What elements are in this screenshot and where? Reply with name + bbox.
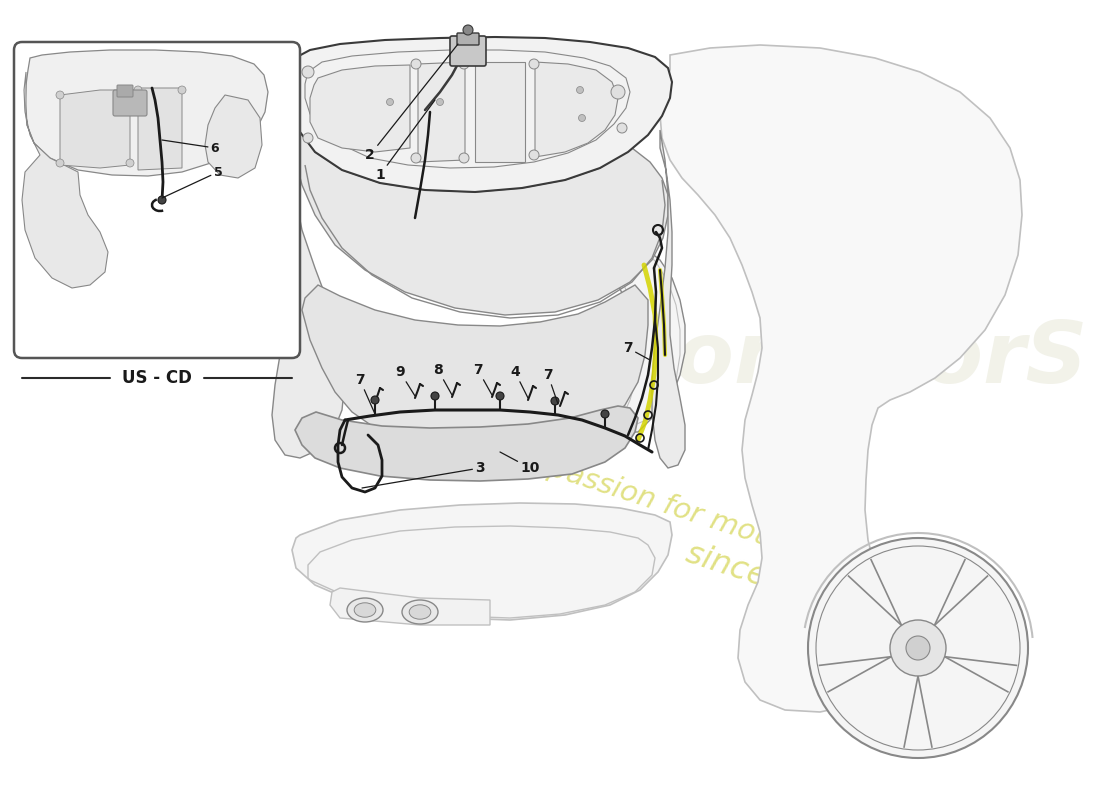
Polygon shape	[292, 132, 668, 315]
Circle shape	[411, 153, 421, 163]
Circle shape	[431, 392, 439, 400]
Text: 10: 10	[500, 452, 540, 475]
Polygon shape	[475, 62, 525, 162]
Circle shape	[437, 98, 443, 106]
Polygon shape	[660, 45, 1022, 712]
Polygon shape	[310, 65, 410, 152]
Polygon shape	[292, 503, 672, 620]
Text: EuromotorS: EuromotorS	[513, 318, 1088, 402]
Circle shape	[56, 159, 64, 167]
Ellipse shape	[354, 603, 376, 618]
Text: since 1985: since 1985	[682, 538, 858, 622]
Polygon shape	[418, 62, 465, 162]
Circle shape	[890, 620, 946, 676]
Circle shape	[529, 59, 539, 69]
Polygon shape	[295, 406, 638, 481]
Polygon shape	[610, 242, 685, 432]
Polygon shape	[60, 90, 130, 168]
Text: a passion for motoring: a passion for motoring	[519, 446, 842, 574]
Circle shape	[371, 396, 380, 404]
Circle shape	[463, 25, 473, 35]
Polygon shape	[290, 37, 672, 192]
Circle shape	[411, 59, 421, 69]
Polygon shape	[25, 50, 268, 176]
Polygon shape	[535, 62, 618, 157]
Circle shape	[134, 86, 142, 94]
Text: 2: 2	[365, 44, 458, 162]
Circle shape	[459, 59, 469, 69]
FancyBboxPatch shape	[450, 36, 486, 66]
Text: 1: 1	[375, 100, 434, 182]
Circle shape	[459, 153, 469, 163]
Ellipse shape	[409, 605, 431, 619]
Circle shape	[496, 392, 504, 400]
Text: 7: 7	[355, 373, 375, 414]
Circle shape	[906, 636, 930, 660]
Circle shape	[808, 538, 1028, 758]
Circle shape	[551, 397, 559, 405]
Text: 3: 3	[362, 461, 485, 488]
Circle shape	[302, 66, 313, 78]
Circle shape	[178, 86, 186, 94]
Circle shape	[601, 410, 609, 418]
Text: 4: 4	[510, 365, 528, 398]
Polygon shape	[22, 72, 108, 288]
Circle shape	[529, 150, 539, 160]
Text: 8: 8	[433, 363, 452, 395]
FancyBboxPatch shape	[117, 85, 133, 97]
Text: 7: 7	[624, 341, 650, 360]
Circle shape	[579, 114, 585, 122]
Circle shape	[576, 86, 583, 94]
Circle shape	[610, 85, 625, 99]
Text: 7: 7	[543, 368, 558, 404]
Ellipse shape	[346, 598, 383, 622]
Text: US - CD: US - CD	[122, 369, 191, 387]
Polygon shape	[652, 130, 685, 468]
Text: 6: 6	[162, 140, 219, 154]
Text: 5: 5	[162, 166, 222, 198]
Polygon shape	[330, 588, 490, 625]
Circle shape	[302, 133, 313, 143]
Circle shape	[617, 123, 627, 133]
Ellipse shape	[402, 600, 438, 624]
Circle shape	[158, 196, 166, 204]
FancyBboxPatch shape	[113, 90, 147, 116]
Polygon shape	[205, 95, 262, 178]
Text: 7: 7	[473, 363, 492, 395]
Circle shape	[386, 98, 394, 106]
Text: 9: 9	[395, 365, 415, 396]
FancyBboxPatch shape	[14, 42, 300, 358]
Circle shape	[126, 88, 134, 96]
Circle shape	[126, 159, 134, 167]
FancyBboxPatch shape	[456, 33, 478, 45]
Polygon shape	[302, 285, 648, 454]
Circle shape	[56, 91, 64, 99]
Polygon shape	[270, 138, 345, 458]
Polygon shape	[138, 88, 182, 170]
